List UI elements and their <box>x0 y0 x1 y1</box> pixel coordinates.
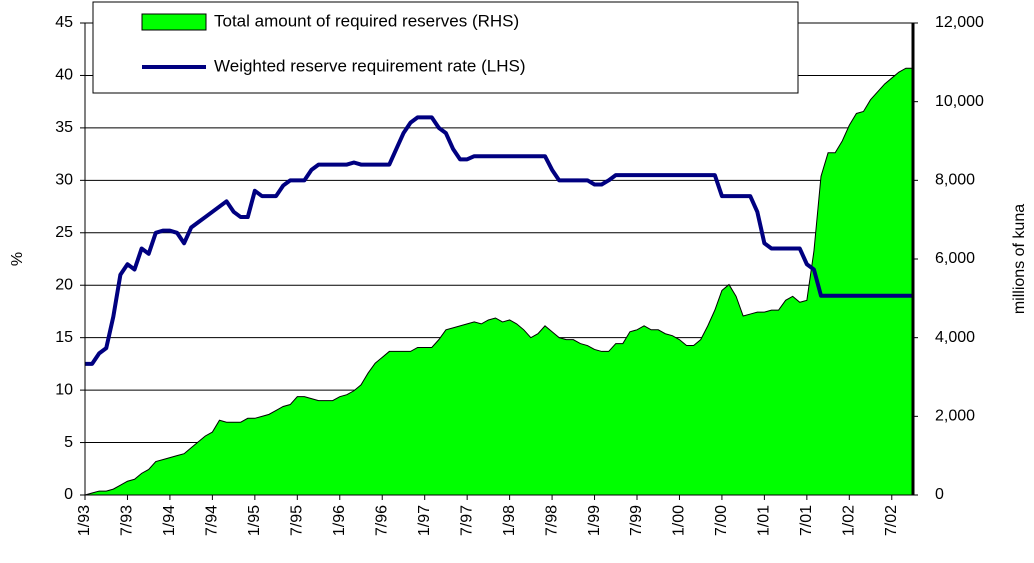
x-tick-label: 1/99 <box>586 505 603 536</box>
x-tick-label: 1/98 <box>501 505 518 536</box>
y2-tick-label: 4,000 <box>935 329 975 346</box>
x-tick-label: 7/99 <box>628 505 645 536</box>
y-tick-label: 45 <box>55 14 73 31</box>
y-tick-label: 10 <box>55 381 73 398</box>
x-tick-label: 1/95 <box>246 505 263 536</box>
y-tick-label: 40 <box>55 67 73 84</box>
x-tick-label: 7/01 <box>798 505 815 536</box>
y2-tick-label: 12,000 <box>935 14 984 31</box>
y2-axis-label: millions of kuna <box>1011 204 1028 314</box>
x-tick-label: 7/94 <box>204 505 221 536</box>
x-tick-label: 7/96 <box>373 505 390 536</box>
legend-swatch <box>141 13 207 31</box>
x-tick-label: 7/93 <box>119 505 136 536</box>
y2-tick-label: 10,000 <box>935 93 984 110</box>
y-axis-label: % <box>9 252 26 266</box>
y2-tick-label: 6,000 <box>935 250 975 267</box>
area <box>84 67 914 496</box>
x-tick-label: 1/97 <box>416 505 433 536</box>
legend-box <box>92 1 799 94</box>
x-tick-label: 1/01 <box>756 505 773 536</box>
x-tick-label: 7/97 <box>458 505 475 536</box>
x-tick-label: 1/94 <box>161 505 178 536</box>
x-tick-label: 1/02 <box>841 505 858 536</box>
y-tick-label: 35 <box>55 119 73 136</box>
x-tick-label: 7/02 <box>883 505 900 536</box>
legend-text: Total amount of required reserves (RHS) <box>214 11 519 30</box>
y-tick-label: 30 <box>55 172 73 189</box>
x-tick-label: 7/95 <box>289 505 306 536</box>
y-tick-label: 0 <box>64 486 73 503</box>
y2-tick-label: 8,000 <box>935 172 975 189</box>
y-tick-label: 15 <box>55 329 73 346</box>
x-tick-label: 7/00 <box>713 505 730 536</box>
y-tick-label: 5 <box>64 434 73 451</box>
x-tick-label: 1/96 <box>331 505 348 536</box>
line <box>85 115 913 366</box>
y-tick-label: 25 <box>55 224 73 241</box>
x-tick-label: 1/00 <box>671 505 688 536</box>
legend-text: Weighted reserve requirement rate (LHS) <box>214 56 526 75</box>
y2-tick-label: 0 <box>935 486 944 503</box>
y-tick-label: 20 <box>55 276 73 293</box>
x-tick-label: 1/93 <box>76 505 93 536</box>
x-tick-label: 7/98 <box>543 505 560 536</box>
y2-tick-label: 2,000 <box>935 408 975 425</box>
